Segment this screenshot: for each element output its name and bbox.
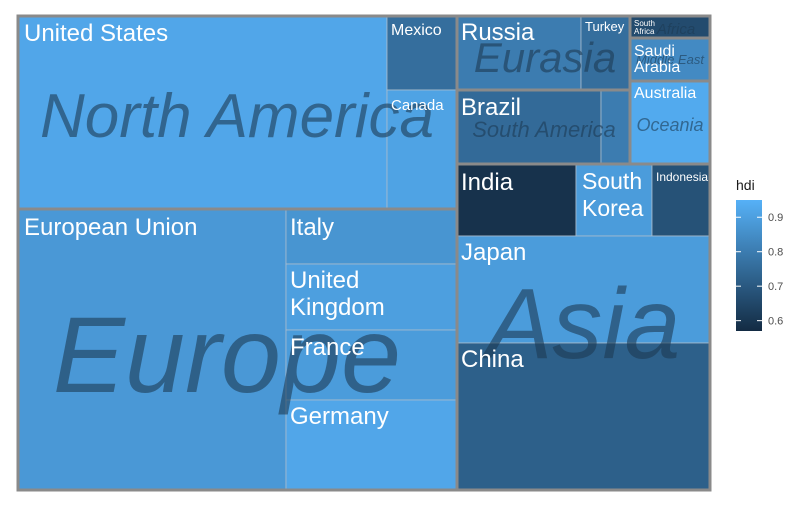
group-label-oceania: Oceania (636, 115, 703, 135)
tile-brazil (456, 89, 602, 165)
tile-label-canada: Canada (391, 97, 444, 114)
tile-label-saudi-arabia: Saudi Arabia (634, 43, 680, 76)
tile-label-indonesia: Indonesia (656, 170, 708, 184)
tile-turkey (580, 15, 631, 91)
tile-label-russia: Russia (461, 19, 535, 46)
tile-germany (285, 399, 458, 491)
tile-european-union (17, 208, 287, 491)
legend-tick-label: 0.6 (768, 316, 783, 328)
tile-label-japan: Japan (461, 239, 526, 266)
group-borders-layer (16, 14, 712, 492)
tile-canada (386, 89, 458, 210)
tile-china (456, 342, 711, 491)
legend-ticks: 0.6 0.7 0.8 0.9 (736, 212, 783, 328)
tile-label-turkey: Turkey (585, 19, 625, 34)
tile-label-united-kingdom: United Kingdom (290, 267, 385, 321)
legend-tick-label: 0.8 (768, 247, 783, 259)
tile-label-mexico: Mexico (391, 22, 442, 39)
tile-label-brazil: Brazil (461, 94, 521, 121)
group-label-middle-east: Middle East (636, 52, 705, 67)
tile-japan (456, 235, 711, 344)
group-border-asia (455, 162, 712, 492)
tile-united-kingdom (285, 263, 458, 331)
tile-label-germany: Germany (290, 403, 389, 430)
tile-italy (285, 208, 458, 265)
legend-tick-label: 0.7 (768, 281, 783, 293)
tile-label-india: India (461, 169, 514, 196)
group-label-europe: Europe (53, 294, 401, 415)
tile-labels-layer: United States Mexico Canada European Union I… (24, 19, 708, 430)
tile-label-south-africa: South Africa (634, 19, 655, 36)
group-label-north-america: North America (40, 82, 434, 151)
legend: hdi 0.6 0.7 0.8 0.9 (736, 177, 783, 331)
tile-label-france: France (290, 334, 365, 361)
legend-colorbar (736, 200, 762, 331)
group-label-south-america: South America (472, 117, 615, 142)
group-labels-layer: North America Europe Eurasia Africa Middle E… (40, 21, 705, 415)
legend-title: hdi (736, 177, 755, 193)
tile-label-european-union: European Union (24, 214, 197, 241)
tile-india (456, 163, 577, 237)
tile-label-south-korea: South Korea (582, 168, 644, 221)
group-label-africa: Africa (656, 21, 695, 38)
tile-south-america-1 (600, 89, 631, 165)
tile-australia (629, 80, 711, 165)
group-label-asia: Asia (481, 268, 681, 380)
tile-label-australia: Australia (634, 85, 696, 102)
tile-label-china: China (461, 346, 524, 373)
tile-south-korea (575, 163, 653, 237)
tile-mexico (386, 15, 458, 91)
tile-united-states (17, 15, 388, 210)
legend-tick-label: 0.9 (768, 212, 783, 224)
tile-label-united-states: United States (24, 20, 168, 47)
group-label-eurasia: Eurasia (474, 34, 616, 81)
tile-label-italy: Italy (290, 214, 334, 241)
tile-indonesia (651, 163, 711, 237)
tiles-layer (17, 15, 711, 491)
